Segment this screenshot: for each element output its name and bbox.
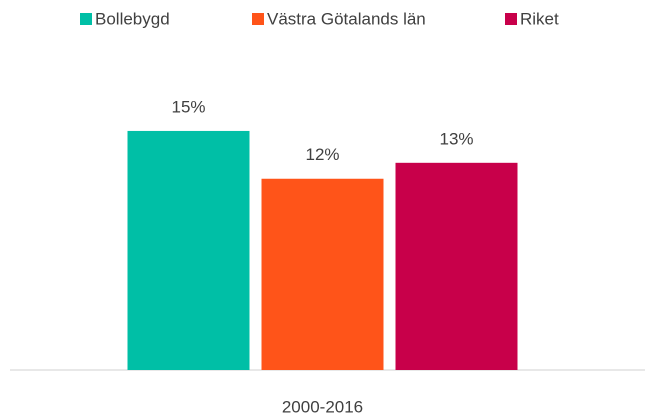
legend-swatch xyxy=(80,13,92,25)
legend-label: Riket xyxy=(520,9,559,28)
data-label: 15% xyxy=(171,97,205,116)
data-label: 13% xyxy=(439,129,473,148)
legend-label: Västra Götalands län xyxy=(267,9,426,28)
data-label: 12% xyxy=(305,145,339,164)
bar xyxy=(395,162,518,370)
bar xyxy=(127,130,250,370)
legend-swatch xyxy=(505,13,517,25)
x-tick-label: 2000-2016 xyxy=(282,397,363,416)
legend-label: Bollebygd xyxy=(95,9,170,28)
legend-swatch xyxy=(252,13,264,25)
bar xyxy=(261,178,384,370)
